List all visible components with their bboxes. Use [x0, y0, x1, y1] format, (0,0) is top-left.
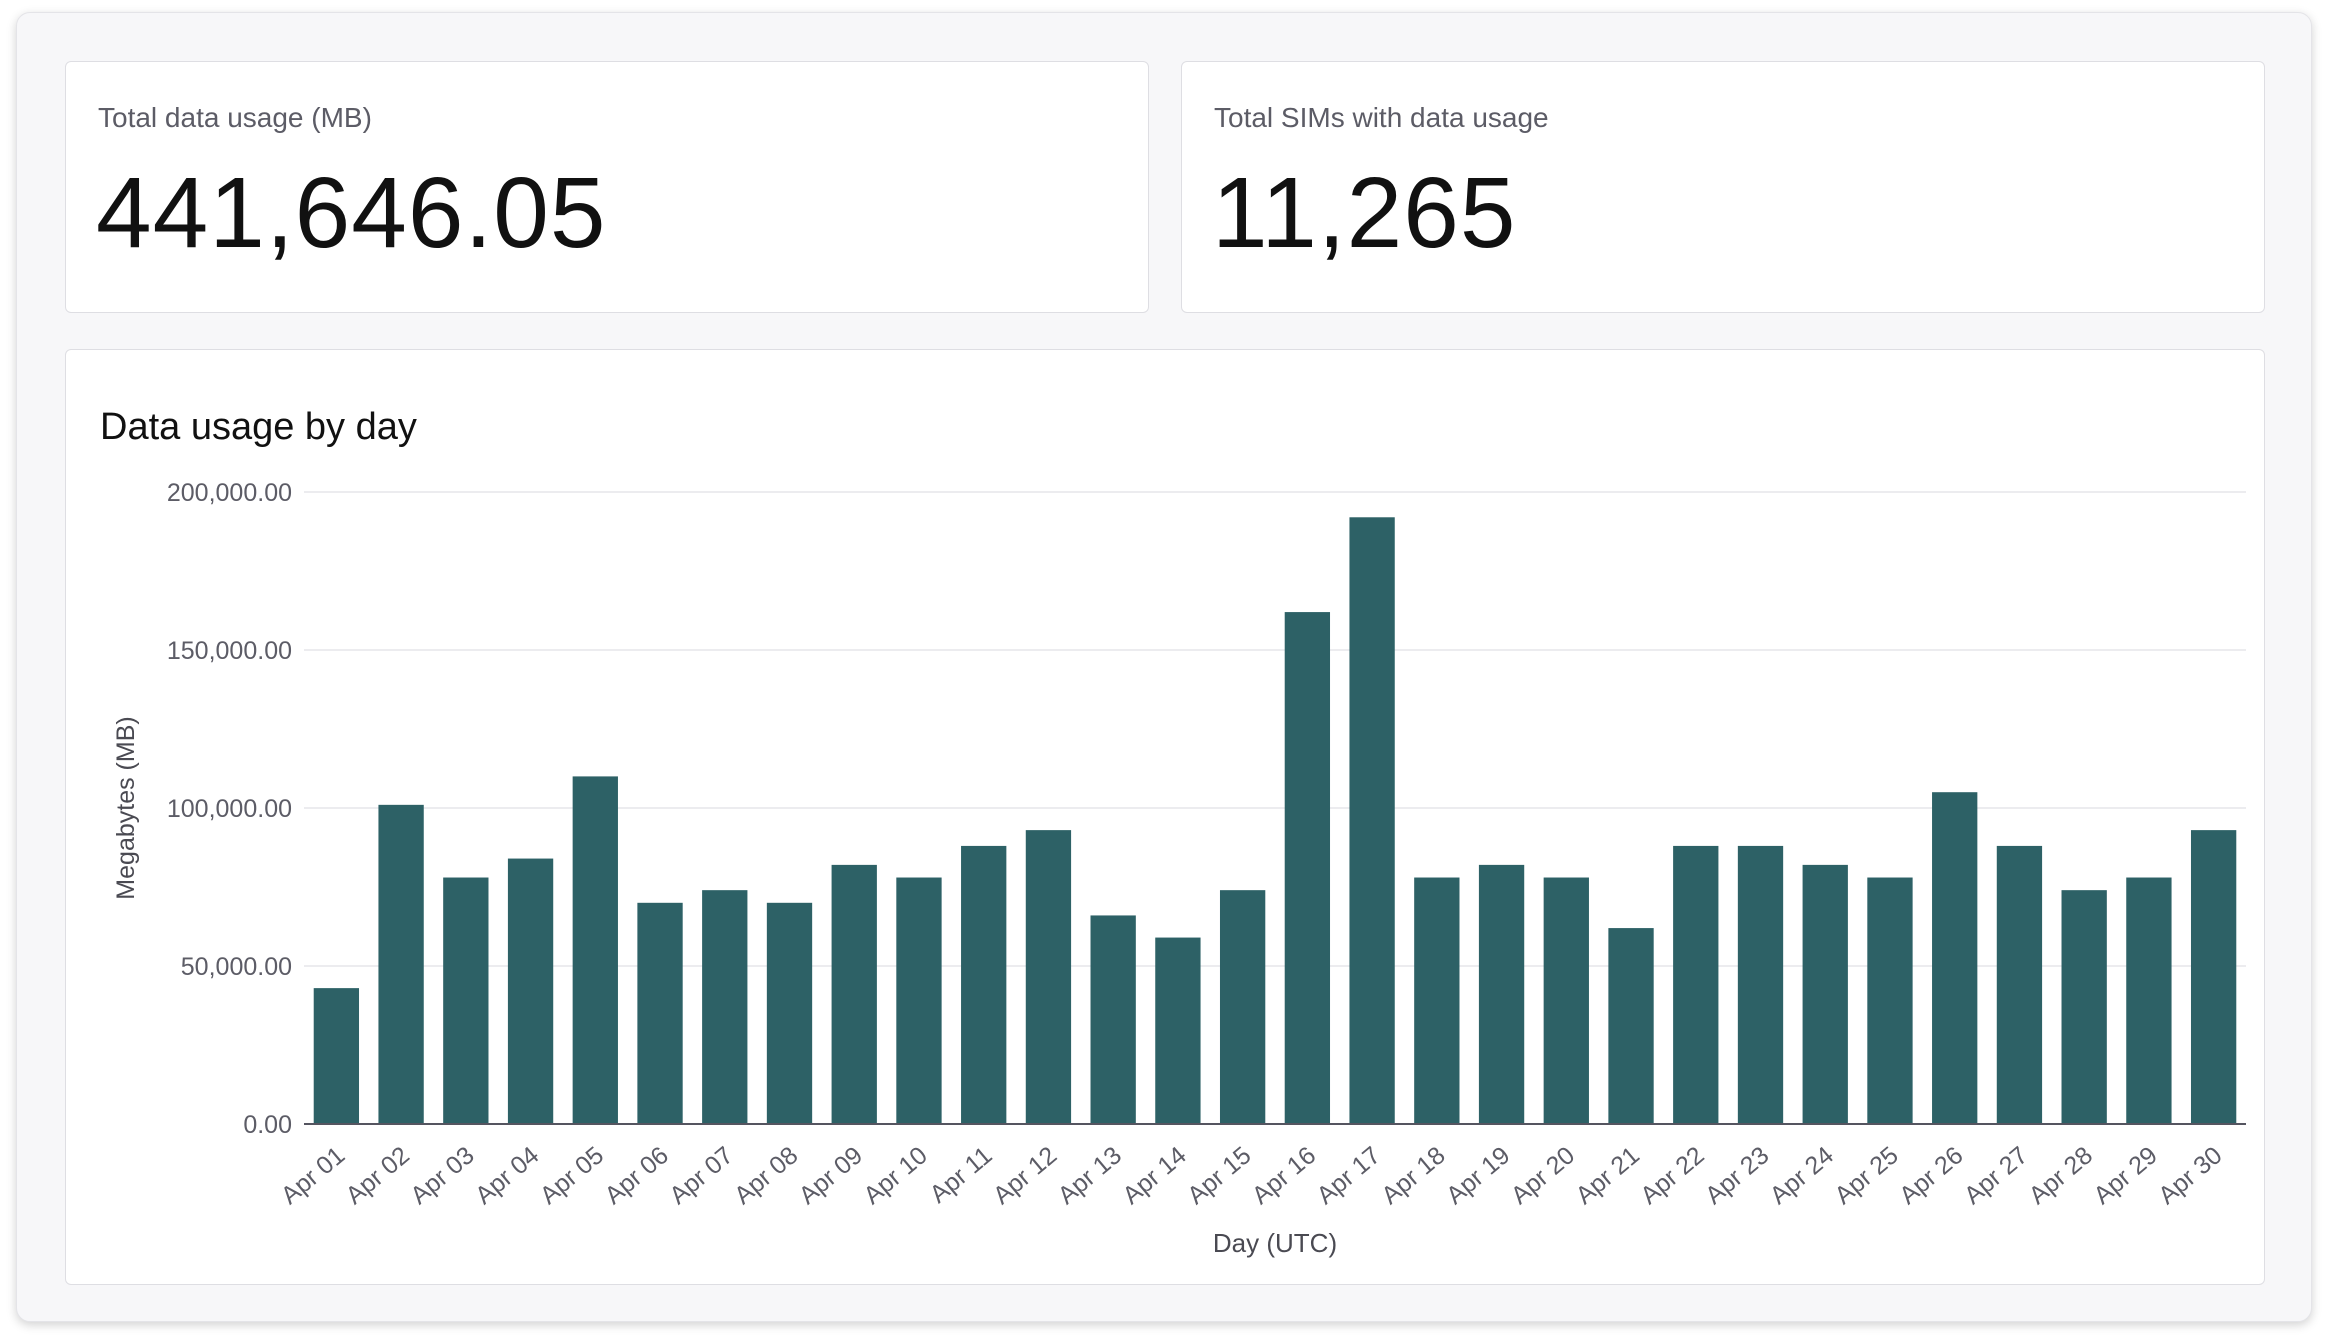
bar [1608, 928, 1654, 1124]
x-tick-label: Apr 13 [1053, 1141, 1127, 1210]
bar [896, 877, 942, 1124]
x-tick-label: Apr 22 [1635, 1141, 1709, 1210]
bar [637, 902, 683, 1124]
bar [443, 877, 489, 1124]
bar [961, 845, 1007, 1124]
bar [1414, 877, 1460, 1124]
x-tick-label: Apr 26 [1894, 1141, 1968, 1210]
x-tick-label: Apr 06 [599, 1141, 673, 1210]
bar [766, 902, 813, 1124]
bar [1996, 845, 2043, 1124]
x-tick-label: Apr 24 [1765, 1141, 1839, 1210]
x-tick-label: Apr 30 [2153, 1141, 2227, 1210]
bar [2190, 830, 2237, 1124]
bar [1478, 864, 1525, 1124]
bar [1025, 830, 1072, 1124]
bar [313, 988, 360, 1124]
bar [831, 864, 877, 1124]
y-axis-title: Megabytes (MB) [112, 716, 140, 899]
bar [1932, 792, 1978, 1124]
x-tick-label: Apr 12 [988, 1141, 1062, 1210]
dashboard-frame: Total data usage (MB) 441,646.05 Total S… [16, 12, 2312, 1322]
x-tick-label: Apr 23 [1700, 1141, 1774, 1210]
bar [378, 804, 424, 1124]
x-tick-label: Apr 01 [276, 1141, 350, 1210]
total-data-usage-value: 441,646.05 [96, 157, 607, 269]
bar [1737, 845, 1784, 1124]
x-tick-label: Apr 03 [405, 1141, 479, 1210]
y-tick-label: 100,000.00 [167, 795, 292, 823]
x-axis-title: Day (UTC) [1213, 1228, 1337, 1258]
bar [1219, 890, 1266, 1124]
bar [1867, 877, 1913, 1124]
total-data-usage-card: Total data usage (MB) 441,646.05 [65, 61, 1149, 313]
x-tick-label: Apr 07 [664, 1141, 738, 1210]
x-tick-label: Apr 27 [1959, 1141, 2033, 1210]
bar [1543, 877, 1589, 1124]
chart-title: Data usage by day [100, 406, 417, 448]
data-usage-bar-chart: 0.00 50,000.00 100,000.00 150,000.00 200,000… [112, 479, 2246, 1258]
x-tick-label: Apr 09 [794, 1141, 868, 1210]
total-sims-value: 11,265 [1212, 157, 1517, 269]
total-data-usage-label: Total data usage (MB) [98, 102, 372, 133]
x-tick-label: Apr 08 [729, 1141, 803, 1210]
x-tick-label: Apr 19 [1441, 1141, 1515, 1210]
y-tick-label: 200,000.00 [167, 479, 292, 507]
bar [2126, 877, 2172, 1124]
bar [572, 776, 618, 1124]
total-sims-label: Total SIMs with data usage [1214, 102, 1549, 133]
x-tick-label: Apr 25 [1829, 1141, 1903, 1210]
y-tick-label: 0.00 [243, 1111, 292, 1139]
bar [1090, 915, 1136, 1124]
bar [2061, 890, 2107, 1124]
bar [1802, 864, 1848, 1124]
bar [1673, 845, 1719, 1124]
x-tick-label: Apr 10 [858, 1141, 932, 1210]
bar [507, 858, 554, 1124]
bar [702, 890, 748, 1124]
x-tick-label: Apr 18 [1376, 1141, 1450, 1210]
x-tick-label: Apr 21 [1570, 1141, 1644, 1210]
y-tick-label: 50,000.00 [181, 953, 292, 981]
x-tick-label: Apr 20 [1506, 1141, 1580, 1210]
bar [1284, 612, 1331, 1124]
bar [1155, 937, 1201, 1124]
x-tick-label: Apr 15 [1182, 1141, 1256, 1210]
bar [1349, 517, 1395, 1124]
x-tick-label: Apr 29 [2088, 1141, 2162, 1210]
x-tick-label: Apr 17 [1312, 1141, 1386, 1210]
x-tick-label: Apr 05 [535, 1141, 609, 1210]
data-usage-chart-card: Data usage by day 0.00 50,000.00 100,000.0… [65, 349, 2265, 1285]
x-tick-label: Apr 04 [470, 1141, 544, 1210]
x-tick-label: Apr 28 [2024, 1141, 2098, 1210]
x-tick-label: Apr 02 [341, 1141, 415, 1210]
x-tick-label: Apr 16 [1247, 1141, 1321, 1210]
x-tick-label: Apr 11 [925, 1141, 998, 1209]
y-tick-label: 150,000.00 [167, 637, 292, 665]
x-tick-label: Apr 14 [1117, 1141, 1191, 1210]
total-sims-card: Total SIMs with data usage 11,265 [1181, 61, 2265, 313]
